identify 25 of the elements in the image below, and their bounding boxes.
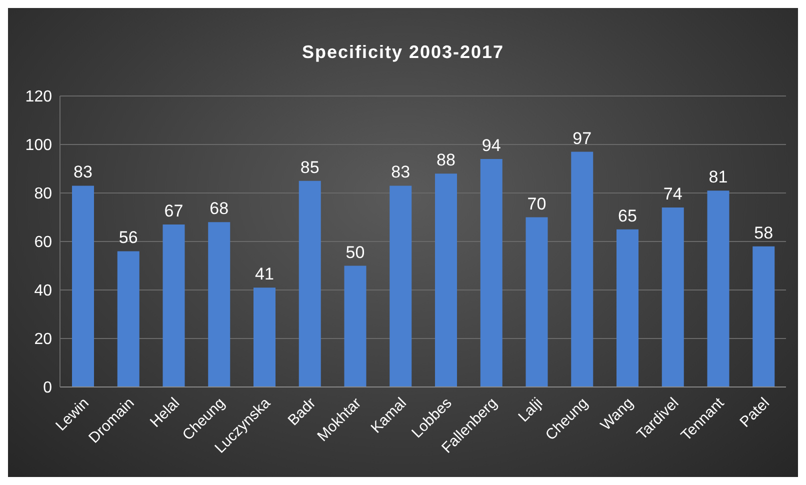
y-tick-label: 20 xyxy=(34,331,52,348)
data-label: 67 xyxy=(164,202,184,221)
y-tick-label: 40 xyxy=(34,282,52,300)
y-tick-label: 120 xyxy=(25,88,52,106)
y-tick-label: 80 xyxy=(34,186,52,203)
data-label: 97 xyxy=(572,128,592,148)
data-label: 83 xyxy=(74,162,92,182)
data-label: 58 xyxy=(754,223,774,242)
data-label: 88 xyxy=(436,150,456,170)
data-label: 41 xyxy=(255,264,274,284)
y-tick-label: 100 xyxy=(25,137,52,154)
data-label: 65 xyxy=(618,206,637,226)
data-label: 74 xyxy=(663,184,682,204)
data-label: 70 xyxy=(527,194,546,214)
data-label: 56 xyxy=(118,228,138,248)
data-label: 81 xyxy=(708,168,728,187)
x-tick-label: Lalji xyxy=(515,394,546,426)
data-label: 94 xyxy=(482,136,501,156)
y-tick-label: 60 xyxy=(34,234,52,252)
data-label: 83 xyxy=(391,162,410,182)
chart-title: Specificity 2003-2017 xyxy=(300,42,506,63)
data-label: 85 xyxy=(300,158,320,177)
y-tick-label: 0 xyxy=(43,380,52,397)
data-label: 68 xyxy=(210,199,229,218)
data-label: 50 xyxy=(346,242,365,262)
